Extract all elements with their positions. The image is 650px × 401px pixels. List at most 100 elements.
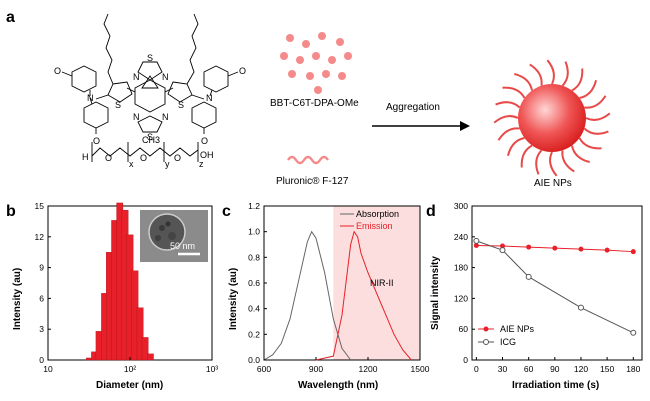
panel-b-ytick-label: 12 (35, 232, 45, 242)
atom-label-o-2: O (93, 136, 100, 146)
legend-emission: Emission (356, 221, 393, 231)
legend-absorption: Absorption (356, 209, 399, 219)
ligand-strand (546, 59, 555, 85)
panel-b-xtick-label: 10 (43, 364, 53, 374)
aggregation-arrow (372, 121, 470, 131)
atom-label-s-bottom: S (147, 132, 153, 142)
atom-label-n-1: N (133, 72, 140, 82)
panel-c-ytick-label: 0.6 (248, 278, 260, 288)
ligand-strand (529, 63, 543, 86)
atom-label-n-4: N (162, 112, 169, 122)
panel-b-bars (86, 202, 154, 361)
aie-nps-point (473, 243, 479, 249)
panel-d-xticks: 0 30 60 90 120 150 180 (474, 357, 641, 374)
atom-labels: S S N N N N S S N N O O O O H O O O OH C… (54, 53, 246, 169)
panel-d-ytick-label: 300 (454, 201, 468, 211)
ligand-strand (514, 72, 533, 91)
panel-d-ytick-label: 240 (454, 232, 468, 242)
panel-c-ylabel: Intensity (au) (228, 268, 239, 330)
panel-c-ytick-label: 0.8 (248, 252, 260, 262)
atom-label-o-6: O (140, 153, 147, 163)
panel-d-xtick-label: 150 (600, 364, 614, 374)
panel-d-yticks: 0 60 120 180 240 300 (454, 201, 475, 365)
panel-label-d: d (426, 203, 436, 220)
nanoparticle-core (518, 84, 586, 152)
panel-d: d 0 60 120 180 240 300 0 30 60 90 120 150 180 AIE N… (426, 201, 643, 391)
atom-label-y: y (165, 159, 170, 169)
panel-d-xlabel: Irradiation time (s) (512, 380, 599, 391)
panel-b-bar (146, 353, 154, 361)
ligand-strand (561, 61, 569, 87)
panel-d-xtick-label: 120 (574, 364, 588, 374)
aie-nps-point (630, 249, 636, 255)
panel-c-ytick-label: 0.4 (248, 304, 260, 314)
panel-d-ytick-label: 120 (454, 293, 468, 303)
ligand-strand (571, 145, 590, 164)
icg-line (476, 240, 634, 334)
nanoparticle-ligands (493, 59, 611, 177)
atom-label-o-3: O (239, 66, 246, 76)
ligand-strand (561, 150, 575, 173)
icg-point (499, 247, 506, 254)
icg-point (473, 237, 480, 244)
panel-b-xtick-label: 10² (124, 364, 136, 374)
atom-label-o-1: O (54, 66, 61, 76)
aie-molecule-dots (280, 32, 352, 94)
panel-d-xtick-label: 0 (474, 364, 479, 374)
panel-d-legend: AIE NPs ICG (478, 324, 535, 347)
panel-c-xtick-label: 900 (309, 364, 323, 374)
aie-nps-point (578, 246, 584, 252)
chemical-structure (61, 13, 239, 162)
atom-label-ch3: CH3 (142, 135, 160, 145)
arrow-label: Aggregation (386, 102, 440, 113)
aie-nps-point (500, 243, 506, 249)
atom-label-h: H (82, 152, 89, 162)
icg-point (525, 273, 532, 280)
atom-label-n-2: N (162, 72, 169, 82)
panel-d-ytick-label: 60 (459, 324, 469, 334)
ligand-strand (583, 127, 609, 135)
atom-label-o-5: O (105, 153, 112, 163)
panel-c-yticks: 0.0 0.2 0.4 0.6 0.8 1.0 1.2 (248, 201, 267, 365)
panel-a: a (6, 9, 611, 189)
emission-line (315, 230, 412, 361)
panel-d-xtick-label: 30 (498, 364, 508, 374)
panel-c: c 0.0 0.2 0.4 0.6 0.8 1.0 1.2 600 900 1200 1500 A… (222, 201, 430, 391)
panel-b-ytick-label: 0 (39, 355, 44, 365)
material-label: BBT-C6T-DPA-OMe (270, 98, 359, 109)
panel-b-ytick-label: 6 (39, 293, 44, 303)
absorption-line (263, 230, 352, 361)
panel-c-ytick-label: 1.2 (248, 201, 260, 211)
panel-b-ytick-label: 9 (39, 263, 44, 273)
panel-d-xtick-label: 60 (524, 364, 534, 374)
ligand-strand (549, 151, 558, 177)
panel-c-nir-ii-shade (333, 206, 420, 360)
panel-c-xtick-label: 1200 (359, 364, 378, 374)
panel-d-xtick-label: 90 (550, 364, 560, 374)
panel-c-shade-rect (333, 206, 420, 360)
panel-b-xticks: 10 10² 10³ (43, 357, 218, 374)
inset-scale-label: 50 nm (170, 241, 195, 251)
icg-point (630, 329, 637, 336)
surfactant-label: Pluronic® F-127 (276, 176, 349, 187)
legend-icg: ICG (500, 337, 516, 347)
aie-nps-point (552, 245, 558, 251)
panel-b: b 0 3 6 9 12 15 10 10² 10³ Diameter (nm) Intens… (6, 201, 218, 391)
panel-b-bar (141, 337, 149, 361)
panel-c-ytick-label: 0.0 (248, 355, 260, 365)
panel-c-xtick-label: 600 (257, 364, 271, 374)
tem-inset-image: 50 nm (140, 210, 208, 262)
atom-label-n-left-amine: N (87, 93, 94, 103)
panel-c-xtick-label: 1500 (411, 364, 430, 374)
panel-d-axes-frame (471, 205, 643, 361)
panel-b-xtick-label: 10³ (206, 364, 218, 374)
atom-label-o-4: O (201, 136, 208, 146)
panel-b-bar (136, 307, 144, 361)
panel-c-ytick-label: 0.2 (248, 329, 260, 339)
panel-c-lines (263, 230, 412, 361)
aie-nps-point (604, 247, 610, 253)
panel-d-ytick-label: 180 (454, 263, 468, 273)
ligand-strand (571, 68, 584, 92)
panel-label-c: c (222, 203, 231, 220)
panel-b-xlabel: Diameter (nm) (96, 380, 163, 391)
